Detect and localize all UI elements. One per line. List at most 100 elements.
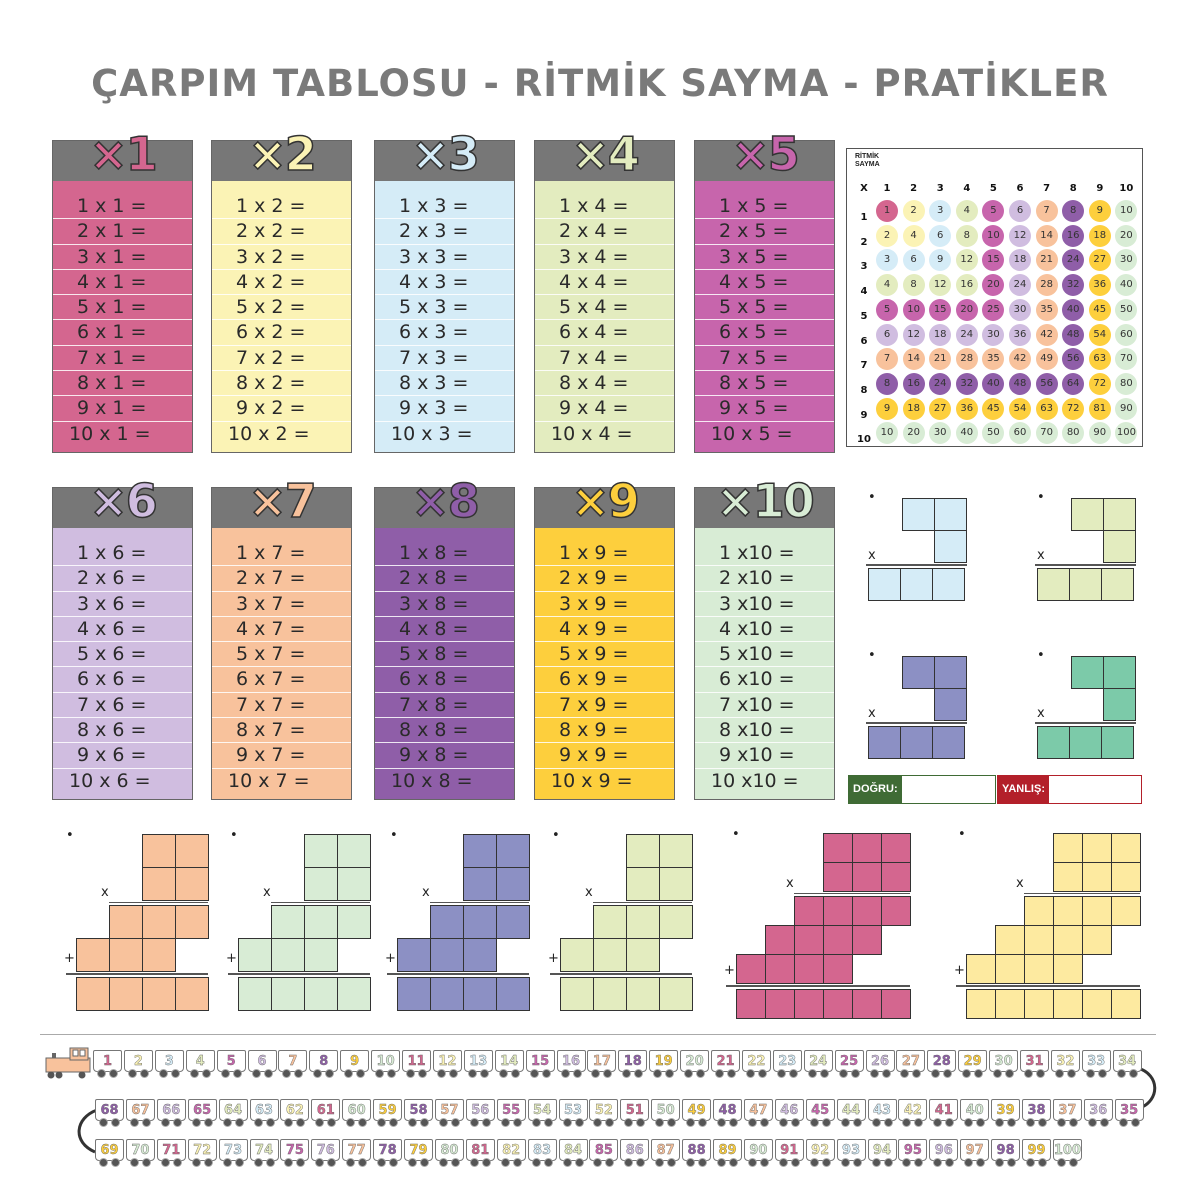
answer-box[interactable] xyxy=(995,925,1025,955)
answer-box[interactable] xyxy=(496,867,530,901)
answer-box[interactable] xyxy=(900,726,933,759)
answer-box[interactable] xyxy=(966,954,996,984)
answer-box[interactable] xyxy=(271,938,305,972)
answer-box[interactable] xyxy=(1103,530,1136,563)
answer-box[interactable] xyxy=(932,568,965,601)
answer-box[interactable] xyxy=(1103,656,1136,689)
answer-box[interactable] xyxy=(142,834,176,868)
answer-box[interactable] xyxy=(995,954,1025,984)
answer-box[interactable] xyxy=(736,954,766,984)
answer-box[interactable] xyxy=(995,989,1025,1019)
answer-box[interactable] xyxy=(794,954,824,984)
answer-box[interactable] xyxy=(1053,862,1083,892)
answer-box[interactable] xyxy=(430,905,464,939)
answer-box[interactable] xyxy=(1037,726,1070,759)
answer-box[interactable] xyxy=(337,977,371,1011)
row-header: 8 xyxy=(860,384,868,396)
answer-box[interactable] xyxy=(765,989,795,1019)
answer-box[interactable] xyxy=(765,925,795,955)
answer-box[interactable] xyxy=(626,834,660,868)
answer-box[interactable] xyxy=(463,834,497,868)
answer-box[interactable] xyxy=(868,726,901,759)
answer-box[interactable] xyxy=(560,977,594,1011)
grid-cell: 21 xyxy=(1035,249,1058,272)
answer-box[interactable] xyxy=(238,977,272,1011)
answer-box[interactable] xyxy=(626,938,660,972)
answer-box[interactable] xyxy=(593,905,627,939)
answer-box[interactable] xyxy=(1053,954,1083,984)
answer-box[interactable] xyxy=(496,977,530,1011)
answer-box[interactable] xyxy=(823,833,853,863)
answer-box[interactable] xyxy=(1082,925,1112,955)
answer-box[interactable] xyxy=(1024,989,1054,1019)
answer-box[interactable] xyxy=(76,977,110,1011)
answer-box[interactable] xyxy=(337,905,371,939)
answer-box[interactable] xyxy=(430,938,464,972)
answer-box[interactable] xyxy=(175,834,209,868)
answer-box[interactable] xyxy=(271,905,305,939)
answer-box[interactable] xyxy=(560,938,594,972)
answer-box[interactable] xyxy=(463,867,497,901)
table-row: 1 x 7 = xyxy=(212,541,351,567)
table-body: 1 x 8 = 2 x 8 = 3 x 8 = 4 x 8 = 5 x 8 = 6 x 8… xyxy=(375,528,514,799)
answer-box[interactable] xyxy=(463,938,497,972)
answer-box[interactable] xyxy=(304,834,338,868)
answer-box[interactable] xyxy=(463,977,497,1011)
answer-box[interactable] xyxy=(823,896,853,926)
answer-box[interactable] xyxy=(659,977,693,1011)
answer-box[interactable] xyxy=(1101,568,1134,601)
answer-box[interactable] xyxy=(142,867,176,901)
answer-box[interactable] xyxy=(626,867,660,901)
answer-box[interactable] xyxy=(823,989,853,1019)
correct-input[interactable] xyxy=(901,776,995,803)
answer-box[interactable] xyxy=(1111,862,1141,892)
answer-box[interactable] xyxy=(1069,726,1102,759)
answer-box[interactable] xyxy=(932,726,965,759)
train-car: 68 xyxy=(95,1099,124,1127)
answer-box[interactable] xyxy=(1103,688,1136,721)
wrong-score-field[interactable]: YANLIŞ: xyxy=(997,775,1142,804)
answer-box[interactable] xyxy=(238,938,272,972)
answer-box[interactable] xyxy=(934,688,967,721)
answer-box[interactable] xyxy=(109,938,143,972)
train-car: 74 xyxy=(249,1139,279,1167)
column-header: 5 xyxy=(989,183,997,194)
answer-box[interactable] xyxy=(1082,896,1112,926)
answer-box[interactable] xyxy=(142,905,176,939)
answer-box[interactable] xyxy=(337,867,371,901)
wrong-input[interactable] xyxy=(1049,776,1141,803)
times-sign: x xyxy=(422,885,430,900)
table-row: 10 x10 = xyxy=(711,769,799,792)
answer-box[interactable] xyxy=(1071,498,1104,531)
answer-box[interactable] xyxy=(142,938,176,972)
answer-box[interactable] xyxy=(304,867,338,901)
answer-box[interactable] xyxy=(304,938,338,972)
train-car: 24 xyxy=(803,1050,833,1078)
answer-box[interactable] xyxy=(626,977,660,1011)
answer-box[interactable] xyxy=(109,905,143,939)
answer-box[interactable] xyxy=(900,568,933,601)
answer-box[interactable] xyxy=(902,498,935,531)
answer-box[interactable] xyxy=(736,989,766,1019)
answer-box[interactable] xyxy=(794,896,824,926)
answer-box[interactable] xyxy=(1111,896,1141,926)
answer-box[interactable] xyxy=(934,530,967,563)
answer-box[interactable] xyxy=(934,498,967,531)
answer-box[interactable] xyxy=(1024,925,1054,955)
answer-box[interactable] xyxy=(823,862,853,892)
answer-box[interactable] xyxy=(881,896,911,926)
answer-box[interactable] xyxy=(1053,833,1083,863)
answer-box[interactable] xyxy=(337,834,371,868)
answer-box[interactable] xyxy=(142,977,176,1011)
correct-score-field[interactable]: DOĞRU: xyxy=(848,775,996,804)
answer-box[interactable] xyxy=(304,905,338,939)
answer-box[interactable] xyxy=(397,938,431,972)
answer-box[interactable] xyxy=(1101,726,1134,759)
grid-cell: 40 xyxy=(1062,298,1085,321)
answer-box[interactable] xyxy=(966,989,996,1019)
answer-box[interactable] xyxy=(852,989,882,1019)
answer-box[interactable] xyxy=(76,938,110,972)
answer-box[interactable] xyxy=(765,954,795,984)
answer-box[interactable] xyxy=(271,977,305,1011)
answer-box[interactable] xyxy=(397,977,431,1011)
